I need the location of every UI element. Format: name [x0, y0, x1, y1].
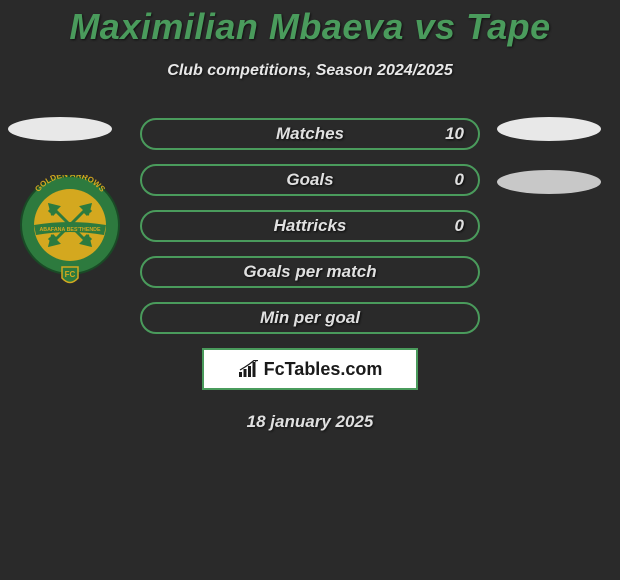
- stat-label: Matches: [276, 124, 344, 144]
- svg-text:FC: FC: [65, 270, 76, 279]
- player-photo-placeholder-right-2: [497, 170, 601, 194]
- club-badge: LAMONTVILLE GOLDEN ARROWS: [20, 175, 120, 290]
- stat-row-matches: Matches 10: [140, 118, 480, 150]
- stat-row-hattricks: Hattricks 0: [140, 210, 480, 242]
- player-photo-placeholder-left: [8, 117, 112, 141]
- brand-link[interactable]: FcTables.com: [202, 348, 418, 390]
- date-text: 18 january 2025: [0, 412, 620, 432]
- stat-value: 0: [455, 170, 464, 190]
- bar-chart-icon: [238, 360, 260, 378]
- shield-icon: LAMONTVILLE GOLDEN ARROWS: [20, 175, 120, 290]
- stat-row-min-per-goal: Min per goal: [140, 302, 480, 334]
- stat-row-goals: Goals 0: [140, 164, 480, 196]
- stat-label: Goals per match: [243, 262, 376, 282]
- subtitle: Club competitions, Season 2024/2025: [0, 62, 620, 80]
- stat-value: 0: [455, 216, 464, 236]
- svg-text:ABAFANA BES'THENDE: ABAFANA BES'THENDE: [39, 227, 101, 233]
- player-photo-placeholder-right-1: [497, 117, 601, 141]
- stat-label: Min per goal: [260, 308, 360, 328]
- stats-area: LAMONTVILLE GOLDEN ARROWS: [0, 118, 620, 432]
- stat-value: 10: [445, 124, 464, 144]
- page-title: Maximilian Mbaeva vs Tape: [0, 6, 620, 48]
- stat-label: Hattricks: [274, 216, 347, 236]
- brand-text: FcTables.com: [264, 359, 383, 380]
- stat-rows: Matches 10 Goals 0 Hattricks 0 Goals per…: [140, 118, 480, 334]
- stat-label: Goals: [286, 170, 333, 190]
- stat-row-goals-per-match: Goals per match: [140, 256, 480, 288]
